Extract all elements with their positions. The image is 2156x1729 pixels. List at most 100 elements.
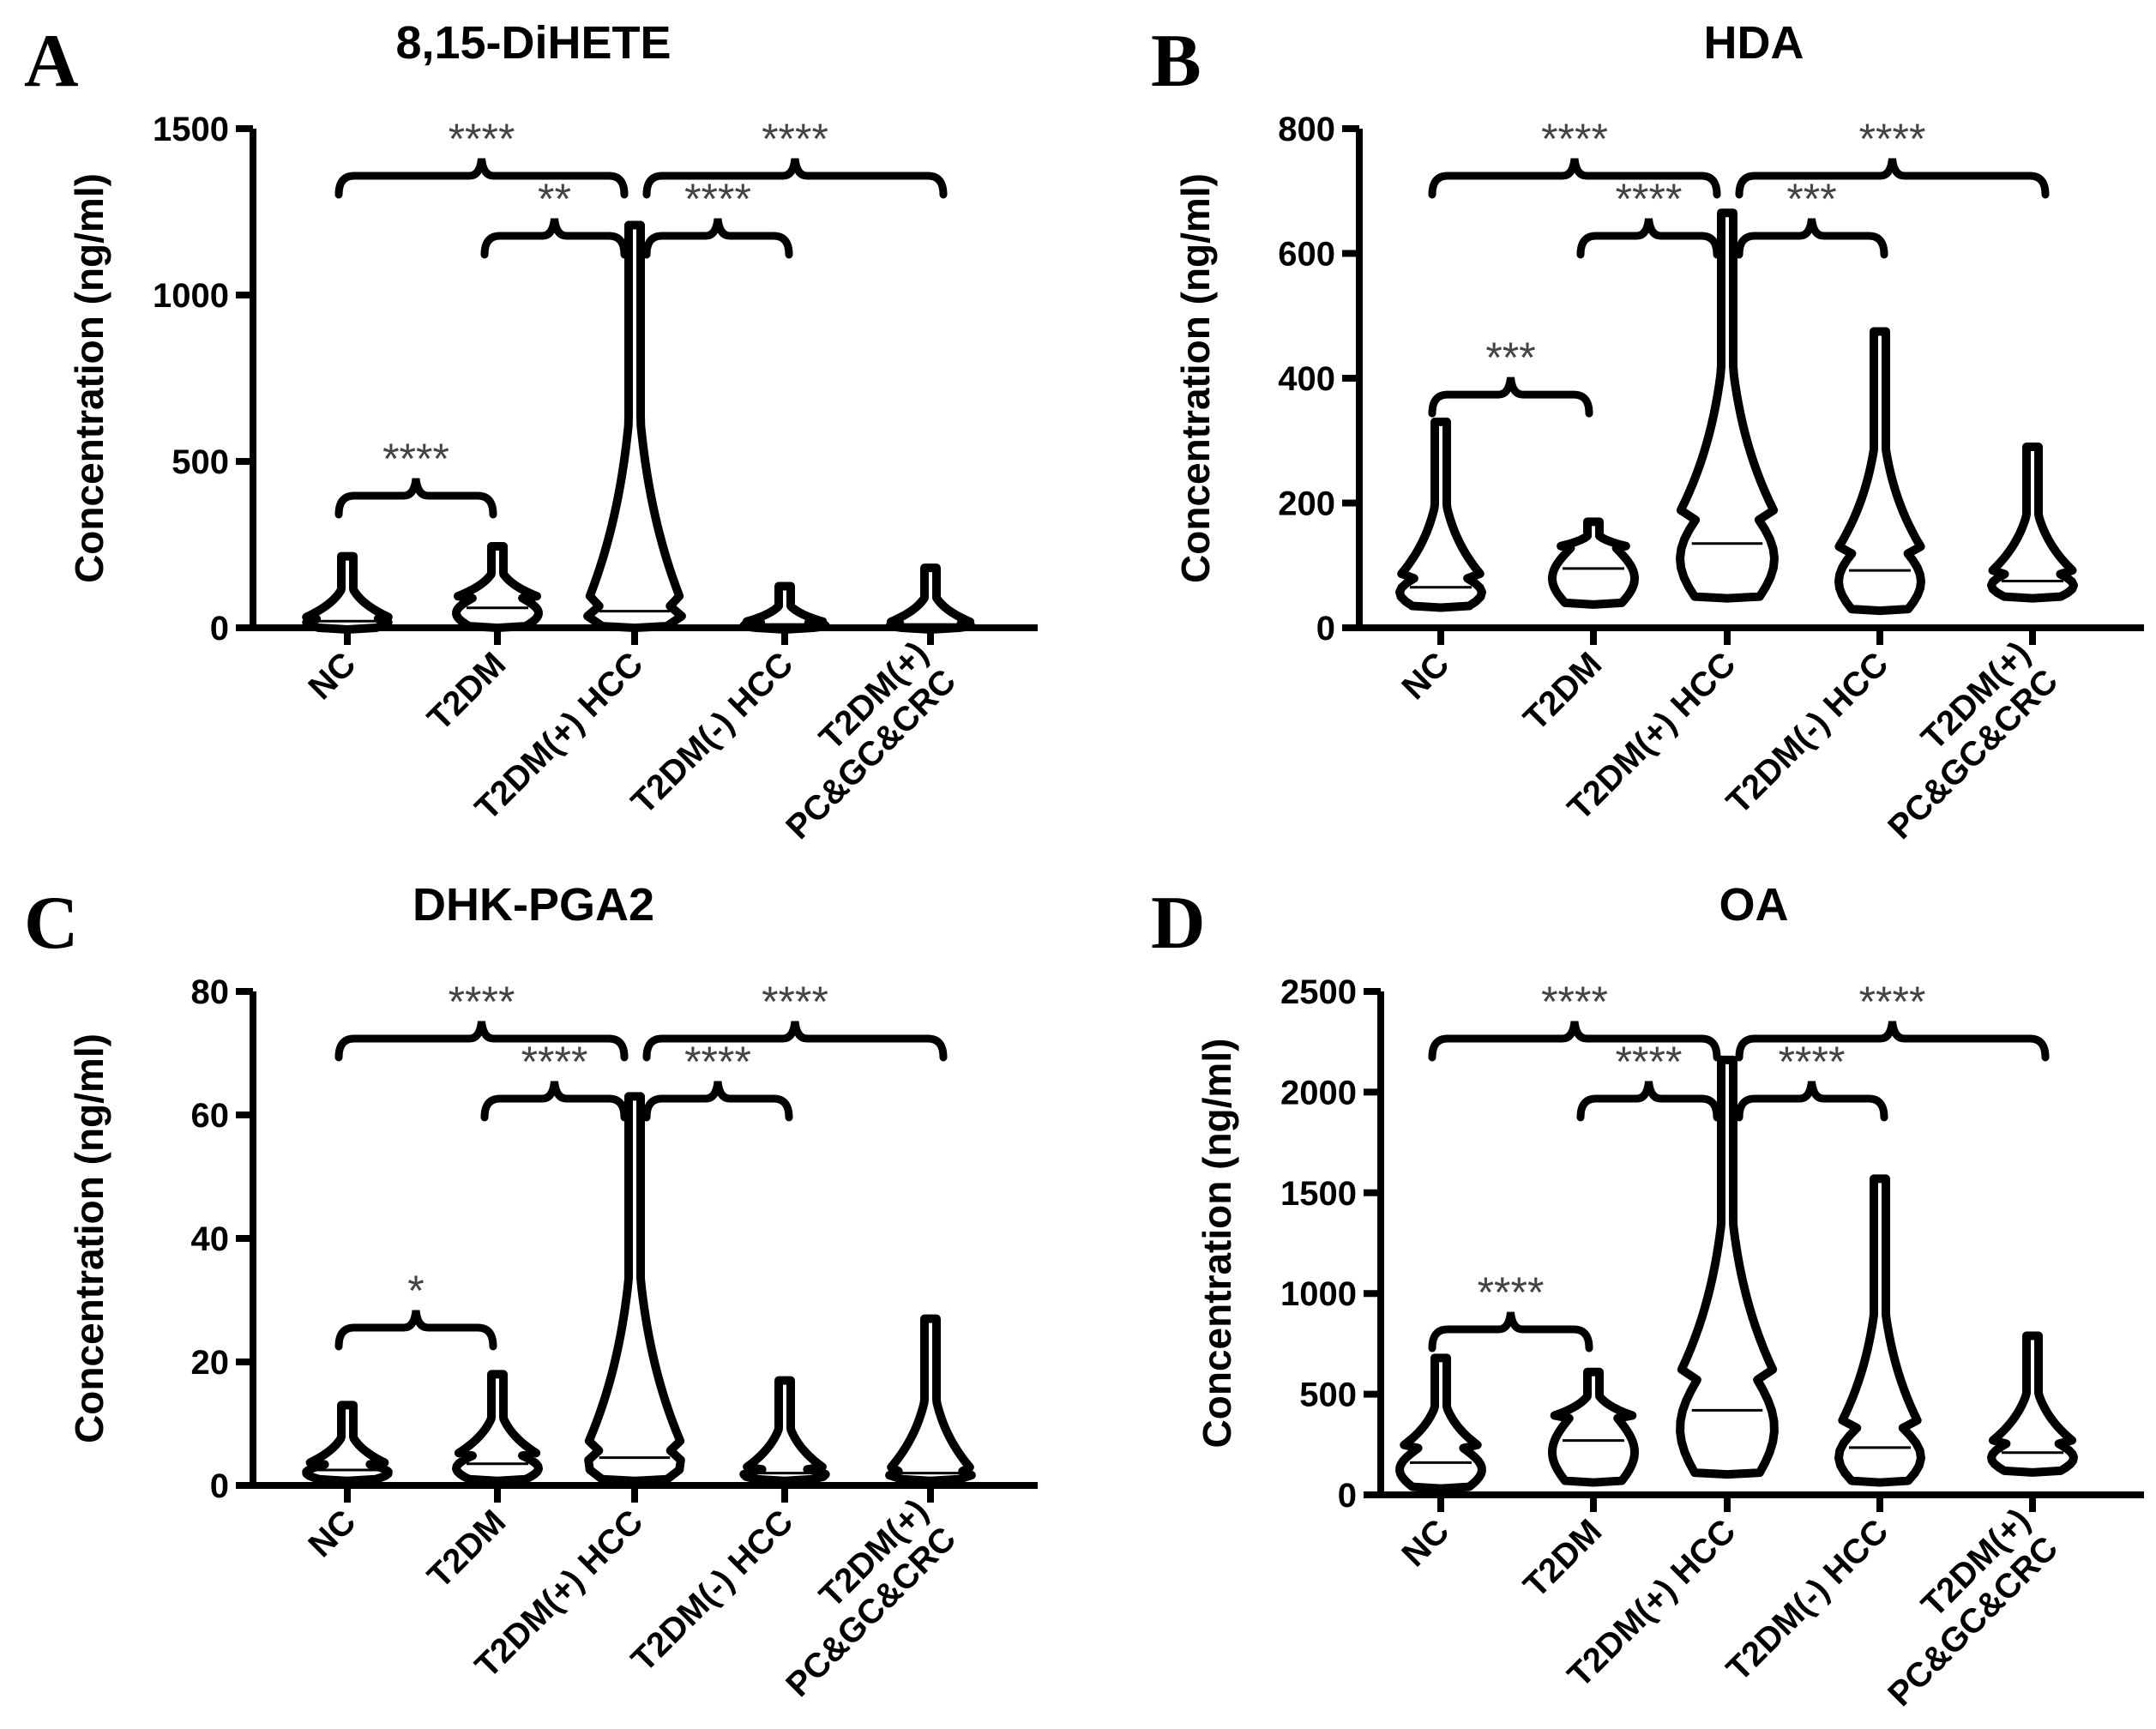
y-tick-label: 40: [191, 1220, 230, 1258]
panel-C: C DHK-PGA2 0 20 40 60 80 Concentration (ng/ml) N…: [24, 879, 1038, 1704]
category-label: T2DM: [1516, 645, 1609, 738]
violin-2: [1676, 208, 1779, 603]
comparison-1-label: ****: [521, 1038, 588, 1086]
comparison-3-bracket: [642, 1081, 793, 1122]
category-label: T2DM: [420, 1503, 513, 1595]
category-label: T2DM: [420, 645, 513, 738]
comparison-4-bracket: [1735, 1021, 2050, 1062]
comparison-3-label: ***: [1786, 175, 1836, 223]
comparison-2-label: ****: [1541, 115, 1608, 163]
y-tick-label: 2500: [1280, 973, 1357, 1011]
violin-3: [1834, 327, 1925, 616]
panel-title: HDA: [1704, 17, 1804, 69]
panel-letter: A: [24, 20, 79, 103]
comparison-1-bracket: [480, 1081, 629, 1122]
category-label: T2DM(-) HCC: [624, 645, 801, 822]
y-tick-label: 2000: [1280, 1074, 1357, 1112]
y-tick-label: 200: [1278, 485, 1335, 523]
comparison-0-label: ****: [382, 435, 449, 483]
comparison-4-label: ****: [1859, 115, 1926, 163]
y-tick-label: 1000: [1280, 1275, 1357, 1313]
comparison-4-label: ****: [762, 978, 828, 1026]
panel-title: OA: [1719, 879, 1789, 931]
y-axis-label: Concentration (ng/ml): [1195, 1039, 1239, 1449]
violin-1: [452, 541, 543, 633]
category-label: NC: [301, 645, 363, 707]
y-tick-label: 500: [172, 443, 229, 481]
y-tick-label: 600: [1278, 236, 1335, 274]
comparison-3-label: ****: [684, 1038, 751, 1086]
panel-letter: D: [1151, 882, 1206, 965]
comparison-2-bracket: [334, 1021, 629, 1062]
comparison-2-bracket: [1428, 1021, 1721, 1062]
y-tick-label: 1500: [1280, 1175, 1357, 1213]
comparison-3-label: ****: [1779, 1038, 1846, 1086]
y-tick-label: 0: [210, 1467, 229, 1505]
panel-letter: C: [24, 882, 79, 965]
violin-3: [739, 1376, 830, 1485]
panel-title: DHK-PGA2: [413, 879, 654, 931]
y-tick-label: 60: [191, 1097, 230, 1135]
violin-0: [1395, 1353, 1486, 1493]
violin-4: [886, 563, 975, 634]
violin-0: [1395, 417, 1486, 612]
violin-1: [1548, 1367, 1639, 1487]
comparison-2-label: ****: [449, 978, 515, 1026]
violin-2: [1676, 1055, 1779, 1479]
violin-0: [302, 1401, 393, 1485]
y-tick-label: 80: [191, 973, 230, 1011]
violin-1: [1548, 517, 1639, 609]
comparison-1-bracket: [1576, 1081, 1721, 1122]
panel-B: B HDA 0 200 400 600 800 Concentration (ng/ml) NC…: [1151, 17, 2144, 846]
y-axis-label: Concentration (ng/ml): [1173, 173, 1218, 583]
comparison-1-label: ****: [1616, 1038, 1683, 1086]
comparison-2-bracket: [1428, 158, 1721, 199]
violin-4: [1987, 443, 2078, 603]
y-tick-label: 0: [1338, 1477, 1357, 1515]
y-axis-label: Concentration (ng/ml): [67, 1033, 111, 1443]
y-tick-label: 1500: [153, 111, 229, 148]
comparison-3-bracket: [642, 218, 793, 259]
violin-3: [1834, 1174, 1925, 1487]
comparison-1-label: **: [538, 175, 571, 223]
comparison-1-label: ****: [1616, 175, 1683, 223]
comparison-4-bracket: [642, 158, 948, 199]
comparison-4-label: ****: [762, 115, 828, 163]
y-axis-label: Concentration (ng/ml): [67, 173, 111, 583]
y-tick-label: 400: [1278, 360, 1335, 398]
category-label: T2DM: [1516, 1512, 1609, 1605]
comparison-3-bracket: [1735, 1081, 1888, 1122]
comparison-0-label: *: [407, 1267, 424, 1315]
comparison-0-label: ***: [1485, 334, 1535, 382]
violin-4: [885, 1314, 976, 1485]
comparison-3-bracket: [1735, 218, 1888, 259]
y-tick-label: 0: [210, 610, 229, 648]
y-tick-label: 500: [1299, 1377, 1357, 1414]
comparison-2-bracket: [334, 158, 629, 199]
y-tick-label: 20: [191, 1344, 230, 1382]
comparison-0-bracket: [1428, 377, 1593, 418]
violin-2: [583, 220, 686, 633]
violin-2: [584, 1092, 685, 1485]
comparison-4-label: ****: [1859, 978, 1926, 1026]
comparison-0-label: ****: [1478, 1268, 1545, 1316]
category-label: NC: [1394, 645, 1456, 707]
panel-letter: B: [1151, 20, 1201, 103]
comparison-4-bracket: [1735, 158, 2050, 199]
category-label: NC: [301, 1503, 363, 1564]
comparison-1-bracket: [1576, 218, 1721, 259]
category-label: NC: [1394, 1512, 1456, 1574]
category-label: T2DM(-) HCC: [624, 1503, 801, 1679]
y-tick-label: 0: [1316, 610, 1335, 648]
comparison-0-bracket: [334, 478, 497, 519]
category-label: T2DM(-) HCC: [1719, 645, 1896, 822]
comparison-4-bracket: [642, 1021, 948, 1062]
violin-3: [739, 581, 830, 634]
category-label: T2DM(-) HCC: [1719, 1512, 1896, 1689]
y-tick-label: 800: [1278, 111, 1335, 148]
panel-A: A 8,15-DiHETE 0 500 1000 1500 Concentration (n…: [24, 17, 1038, 846]
violin-0: [302, 551, 393, 634]
comparison-0-bracket: [1428, 1311, 1593, 1352]
comparison-0-bracket: [334, 1310, 497, 1351]
